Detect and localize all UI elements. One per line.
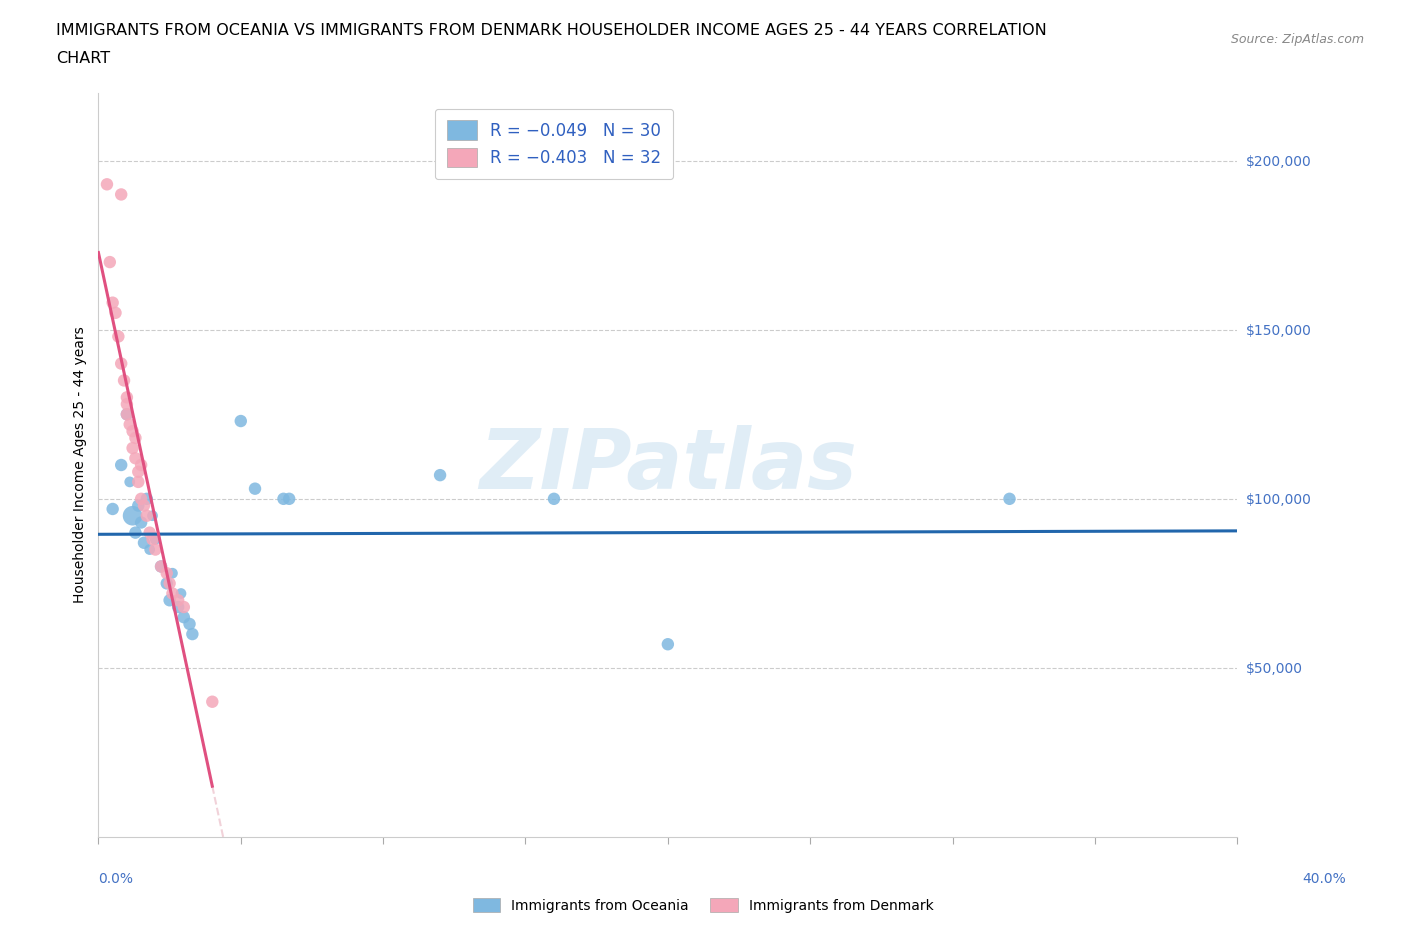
Point bbox=[132, 536, 155, 551]
Text: ZIPatlas: ZIPatlas bbox=[479, 424, 856, 506]
Point bbox=[104, 305, 127, 320]
Text: 40.0%: 40.0% bbox=[1302, 871, 1347, 886]
Point bbox=[110, 187, 132, 202]
Text: CHART: CHART bbox=[56, 51, 110, 66]
Legend: R = −0.049   N = 30, R = −0.403   N = 32: R = −0.049 N = 30, R = −0.403 N = 32 bbox=[434, 109, 673, 179]
Point bbox=[159, 592, 181, 607]
Point bbox=[96, 177, 118, 192]
Point bbox=[273, 491, 295, 506]
Point bbox=[101, 501, 124, 516]
Point bbox=[229, 414, 252, 429]
Point bbox=[138, 525, 160, 540]
Point bbox=[121, 509, 143, 524]
Point bbox=[98, 255, 121, 270]
Point bbox=[167, 600, 190, 615]
Y-axis label: Householder Income Ages 25 - 44 years: Householder Income Ages 25 - 44 years bbox=[73, 326, 87, 604]
Point bbox=[159, 576, 181, 591]
Point bbox=[145, 542, 167, 557]
Point bbox=[118, 417, 141, 432]
Point bbox=[138, 542, 160, 557]
Point bbox=[429, 468, 451, 483]
Point bbox=[141, 509, 163, 524]
Point bbox=[118, 474, 141, 489]
Point bbox=[181, 627, 204, 642]
Point bbox=[543, 491, 565, 506]
Point bbox=[112, 373, 135, 388]
Point bbox=[129, 458, 152, 472]
Point bbox=[150, 559, 173, 574]
Point bbox=[115, 406, 138, 421]
Point bbox=[162, 565, 184, 580]
Point bbox=[132, 498, 155, 513]
Point bbox=[173, 610, 195, 625]
Point bbox=[141, 532, 163, 547]
Point bbox=[243, 481, 266, 496]
Point bbox=[179, 617, 201, 631]
Point bbox=[145, 532, 167, 547]
Point bbox=[101, 295, 124, 310]
Point bbox=[156, 576, 179, 591]
Text: IMMIGRANTS FROM OCEANIA VS IMMIGRANTS FROM DENMARK HOUSEHOLDER INCOME AGES 25 - : IMMIGRANTS FROM OCEANIA VS IMMIGRANTS FR… bbox=[56, 23, 1047, 38]
Point bbox=[124, 451, 146, 466]
Point bbox=[124, 525, 146, 540]
Point bbox=[127, 474, 149, 489]
Point bbox=[278, 491, 301, 506]
Point bbox=[156, 565, 179, 580]
Point bbox=[115, 406, 138, 421]
Point bbox=[115, 397, 138, 412]
Text: Source: ZipAtlas.com: Source: ZipAtlas.com bbox=[1230, 33, 1364, 46]
Text: 0.0%: 0.0% bbox=[98, 871, 132, 886]
Point bbox=[127, 464, 149, 479]
Point bbox=[115, 390, 138, 405]
Point bbox=[107, 329, 129, 344]
Point bbox=[110, 458, 132, 472]
Point bbox=[135, 509, 157, 524]
Point bbox=[135, 491, 157, 506]
Point bbox=[150, 559, 173, 574]
Point bbox=[657, 637, 679, 652]
Point bbox=[121, 424, 143, 439]
Point bbox=[127, 498, 149, 513]
Point bbox=[124, 431, 146, 445]
Point bbox=[173, 600, 195, 615]
Legend: Immigrants from Oceania, Immigrants from Denmark: Immigrants from Oceania, Immigrants from… bbox=[467, 893, 939, 919]
Point bbox=[110, 356, 132, 371]
Point bbox=[170, 586, 193, 601]
Point bbox=[162, 586, 184, 601]
Point bbox=[129, 491, 152, 506]
Point bbox=[129, 515, 152, 530]
Point bbox=[201, 695, 224, 710]
Point bbox=[167, 592, 190, 607]
Point bbox=[121, 441, 143, 456]
Point bbox=[998, 491, 1021, 506]
